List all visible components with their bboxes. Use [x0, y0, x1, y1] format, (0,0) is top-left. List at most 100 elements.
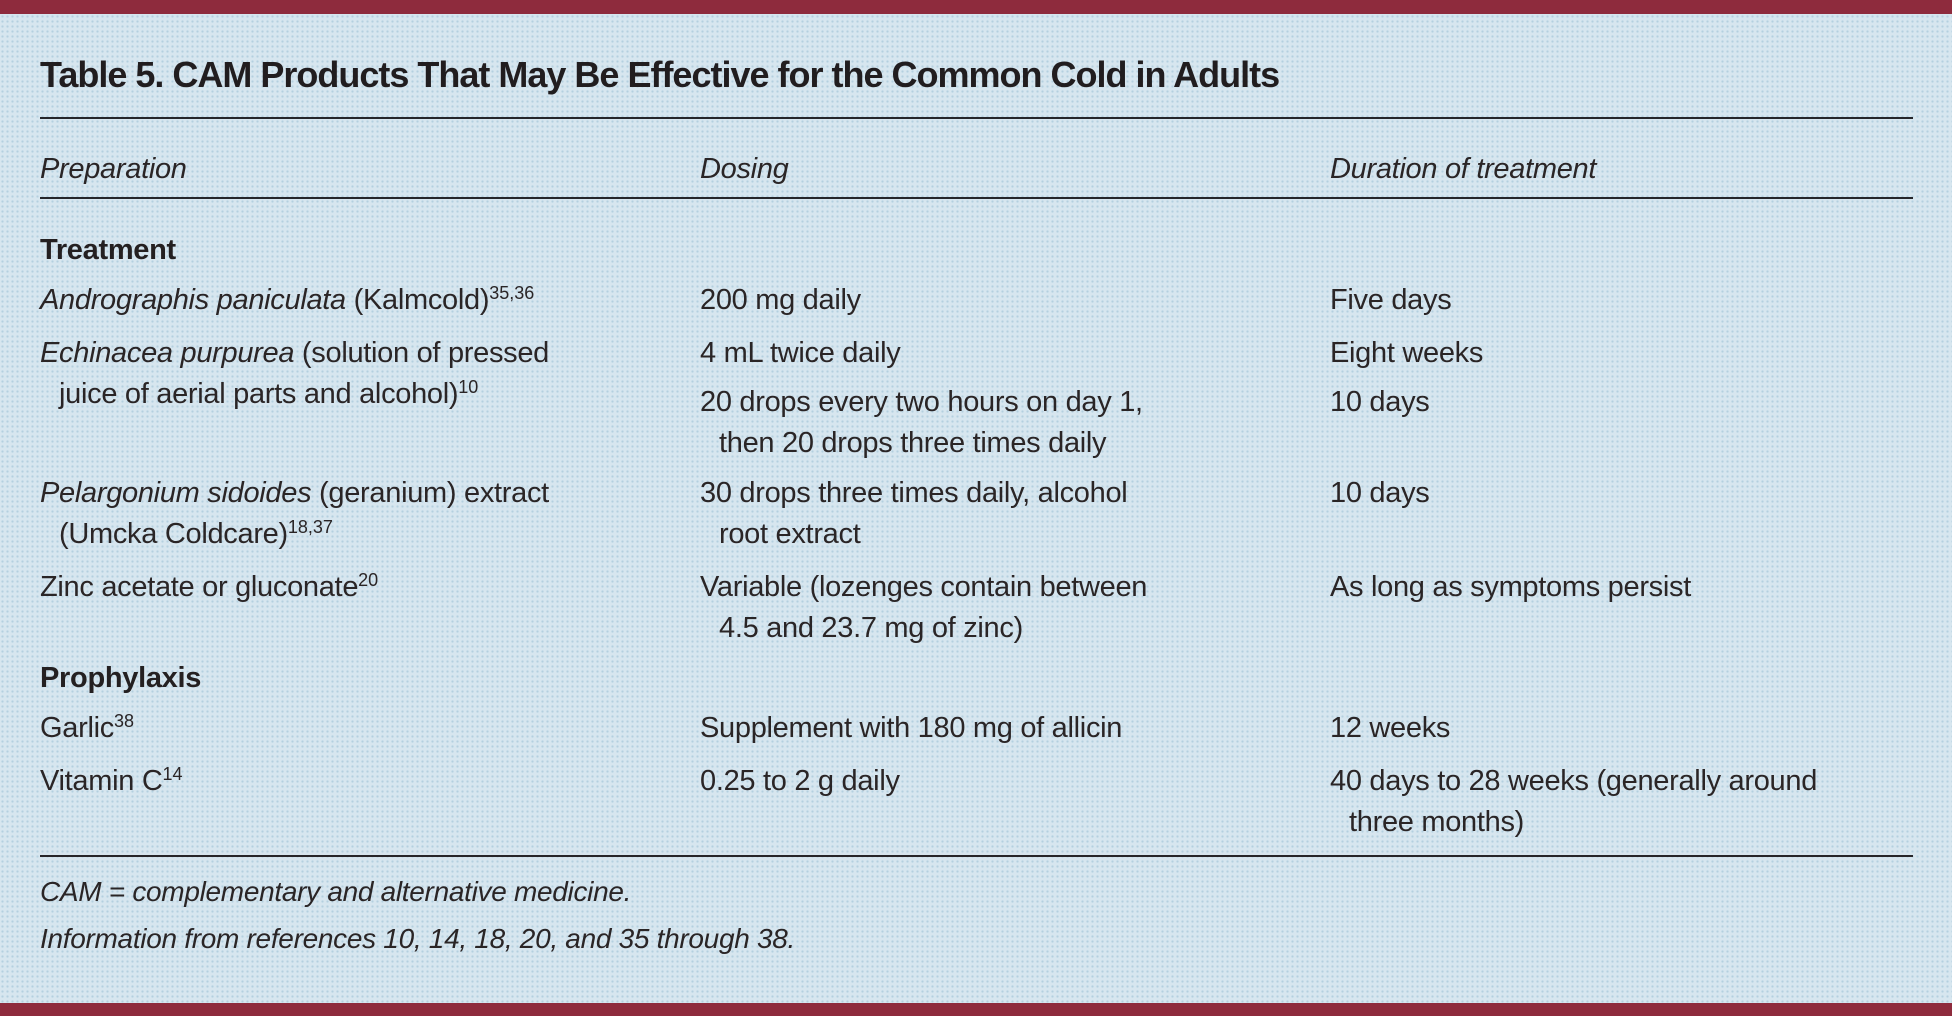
dosing-cell: 0.25 to 2 g daily	[700, 761, 1330, 843]
column-header-dosing: Dosing	[700, 153, 789, 185]
text-segment: root extract	[719, 518, 861, 550]
cell-entry: Variable (lozenges contain between 4.5 an…	[700, 567, 1330, 649]
text-segment: As long as symptoms persist	[1330, 571, 1691, 603]
text-line: Pelargonium sidoides (geranium) extract	[40, 473, 700, 514]
cell-entry: Vitamin C14	[40, 761, 700, 805]
table-row: Andrographis paniculata (Kalmcold)35,36 2…	[40, 280, 1913, 324]
dosing-cell: 30 drops three times daily, alcohol root …	[700, 473, 1330, 558]
table-title: Table 5. CAM Products That May Be Effect…	[40, 54, 1280, 95]
text-segment: (geranium) extract	[311, 477, 549, 509]
text-segment: 10 days	[1330, 477, 1430, 509]
text-segment: Echinacea purpurea	[40, 337, 295, 369]
duration-cell: As long as symptoms persist	[1330, 567, 1913, 649]
text-line: 10 days	[1330, 382, 1913, 423]
text-line: three months)	[1330, 802, 1913, 843]
section-heading: Treatment	[40, 234, 176, 266]
cell-entry: Eight weeks	[1330, 333, 1913, 374]
duration-cell: Five days	[1330, 280, 1913, 324]
text-line: 10 days	[1330, 473, 1913, 514]
cell-entry: Five days	[1330, 280, 1913, 321]
column-header-preparation: Preparation	[40, 153, 187, 185]
text-segment: (solution of pressed	[294, 337, 550, 369]
text-segment: 40 days to 28 weeks (generally around	[1330, 765, 1818, 797]
duration-cell: Eight weeks 10 days	[1330, 333, 1913, 464]
text-line: 4 mL twice daily	[700, 333, 1330, 374]
preparation-cell: Vitamin C14	[40, 761, 700, 843]
cell-entry: Zinc acetate or gluconate20	[40, 567, 700, 611]
bottom-accent-bar	[0, 1003, 1952, 1016]
text-line: 40 days to 28 weeks (generally around	[1330, 761, 1913, 802]
text-segment: Pelargonium sidoides	[40, 477, 312, 509]
text-line: Five days	[1330, 280, 1913, 321]
text-segment: 10 days	[1330, 386, 1430, 418]
text-line: (Umcka Coldcare)18,37	[40, 514, 700, 558]
text-line: root extract	[700, 514, 1330, 555]
reference-superscript: 10	[458, 377, 479, 397]
text-line: Zinc acetate or gluconate20	[40, 567, 700, 611]
divider-below-title	[40, 117, 1913, 119]
text-line: Vitamin C14	[40, 761, 700, 805]
column-header-row: Preparation Dosing Duration of treatment	[40, 151, 1913, 187]
footnote-abbreviation: CAM = complementary and alternative medi…	[40, 876, 632, 907]
cell-entry: 12 weeks	[1330, 708, 1913, 749]
table-row: Vitamin C14 0.25 to 2 g daily 40 days to 2…	[40, 761, 1913, 843]
text-segment: (Kalmcold)	[345, 284, 490, 316]
divider-below-headers	[40, 197, 1913, 199]
text-segment: juice of aerial parts and alcohol)	[59, 378, 459, 410]
divider-above-footnotes	[40, 855, 1913, 857]
preparation-cell: Garlic38	[40, 708, 700, 752]
top-accent-bar	[0, 0, 1952, 14]
footnote-references: Information from references 10, 14, 18, …	[40, 923, 795, 954]
table-row: Pelargonium sidoides (geranium) extract(…	[40, 473, 1913, 558]
text-segment: 30 drops three times daily, alcohol	[700, 477, 1128, 509]
reference-superscript: 35,36	[489, 283, 535, 303]
cell-entry: As long as symptoms persist	[1330, 567, 1913, 608]
duration-cell: 12 weeks	[1330, 708, 1913, 752]
cell-entry: 30 drops three times daily, alcohol root …	[700, 473, 1330, 555]
text-line: Supplement with 180 mg of allicin	[700, 708, 1330, 749]
dosing-cell: Supplement with 180 mg of allicin	[700, 708, 1330, 752]
table-row: Zinc acetate or gluconate20 Variable (loz…	[40, 567, 1913, 649]
text-line: 20 drops every two hours on day 1,	[700, 382, 1330, 423]
cell-entry: Andrographis paniculata (Kalmcold)35,36	[40, 280, 700, 324]
text-segment: 200 mg daily	[700, 284, 861, 316]
text-line: 0.25 to 2 g daily	[700, 761, 1330, 802]
text-segment: three months)	[1349, 806, 1525, 838]
preparation-cell: Echinacea purpurea (solution of pressed j…	[40, 333, 700, 464]
text-line: Echinacea purpurea (solution of pressed	[40, 333, 700, 374]
preparation-cell: Zinc acetate or gluconate20	[40, 567, 700, 649]
text-segment: 4 mL twice daily	[700, 337, 901, 369]
dosing-cell: Variable (lozenges contain between 4.5 an…	[700, 567, 1330, 649]
text-line: 30 drops three times daily, alcohol	[700, 473, 1330, 514]
cell-entry: 40 days to 28 weeks (generally around thr…	[1330, 761, 1913, 843]
reference-superscript: 20	[358, 570, 379, 590]
cell-entry: Echinacea purpurea (solution of pressed j…	[40, 333, 700, 418]
text-line: 4.5 and 23.7 mg of zinc)	[700, 608, 1330, 649]
table-row: Echinacea purpurea (solution of pressed j…	[40, 333, 1913, 464]
preparation-cell: Pelargonium sidoides (geranium) extract(…	[40, 473, 700, 558]
text-segment: Garlic	[40, 712, 114, 744]
cell-entry: 4 mL twice daily	[700, 333, 1330, 374]
cell-entry: 0.25 to 2 g daily	[700, 761, 1330, 802]
text-segment: Five days	[1330, 284, 1452, 316]
table-body: Treatment Andrographis paniculata (Kalmco…	[40, 199, 1913, 843]
text-segment: Variable (lozenges contain between	[700, 571, 1148, 603]
table-panel: Table 5. CAM Products That May Be Effect…	[0, 14, 1952, 1003]
text-segment: Eight weeks	[1330, 337, 1484, 369]
section-heading: Prophylaxis	[40, 662, 202, 694]
reference-superscript: 18,37	[287, 517, 333, 537]
text-segment: Andrographis paniculata	[40, 284, 346, 316]
text-segment: Zinc acetate or gluconate	[40, 571, 359, 603]
text-segment: 4.5 and 23.7 mg of zinc)	[719, 612, 1023, 644]
reference-superscript: 38	[113, 711, 134, 731]
cell-entry: Pelargonium sidoides (geranium) extract(…	[40, 473, 700, 558]
duration-cell: 40 days to 28 weeks (generally around thr…	[1330, 761, 1913, 843]
text-segment: 20 drops every two hours on day 1,	[700, 386, 1143, 418]
text-line: then 20 drops three times daily	[700, 423, 1330, 464]
text-line: juice of aerial parts and alcohol)10	[40, 374, 700, 418]
text-line: 12 weeks	[1330, 708, 1913, 749]
text-line: Eight weeks	[1330, 333, 1913, 374]
preparation-cell: Andrographis paniculata (Kalmcold)35,36	[40, 280, 700, 324]
text-line: Variable (lozenges contain between	[700, 567, 1330, 608]
text-segment: then 20 drops three times daily	[719, 427, 1107, 459]
